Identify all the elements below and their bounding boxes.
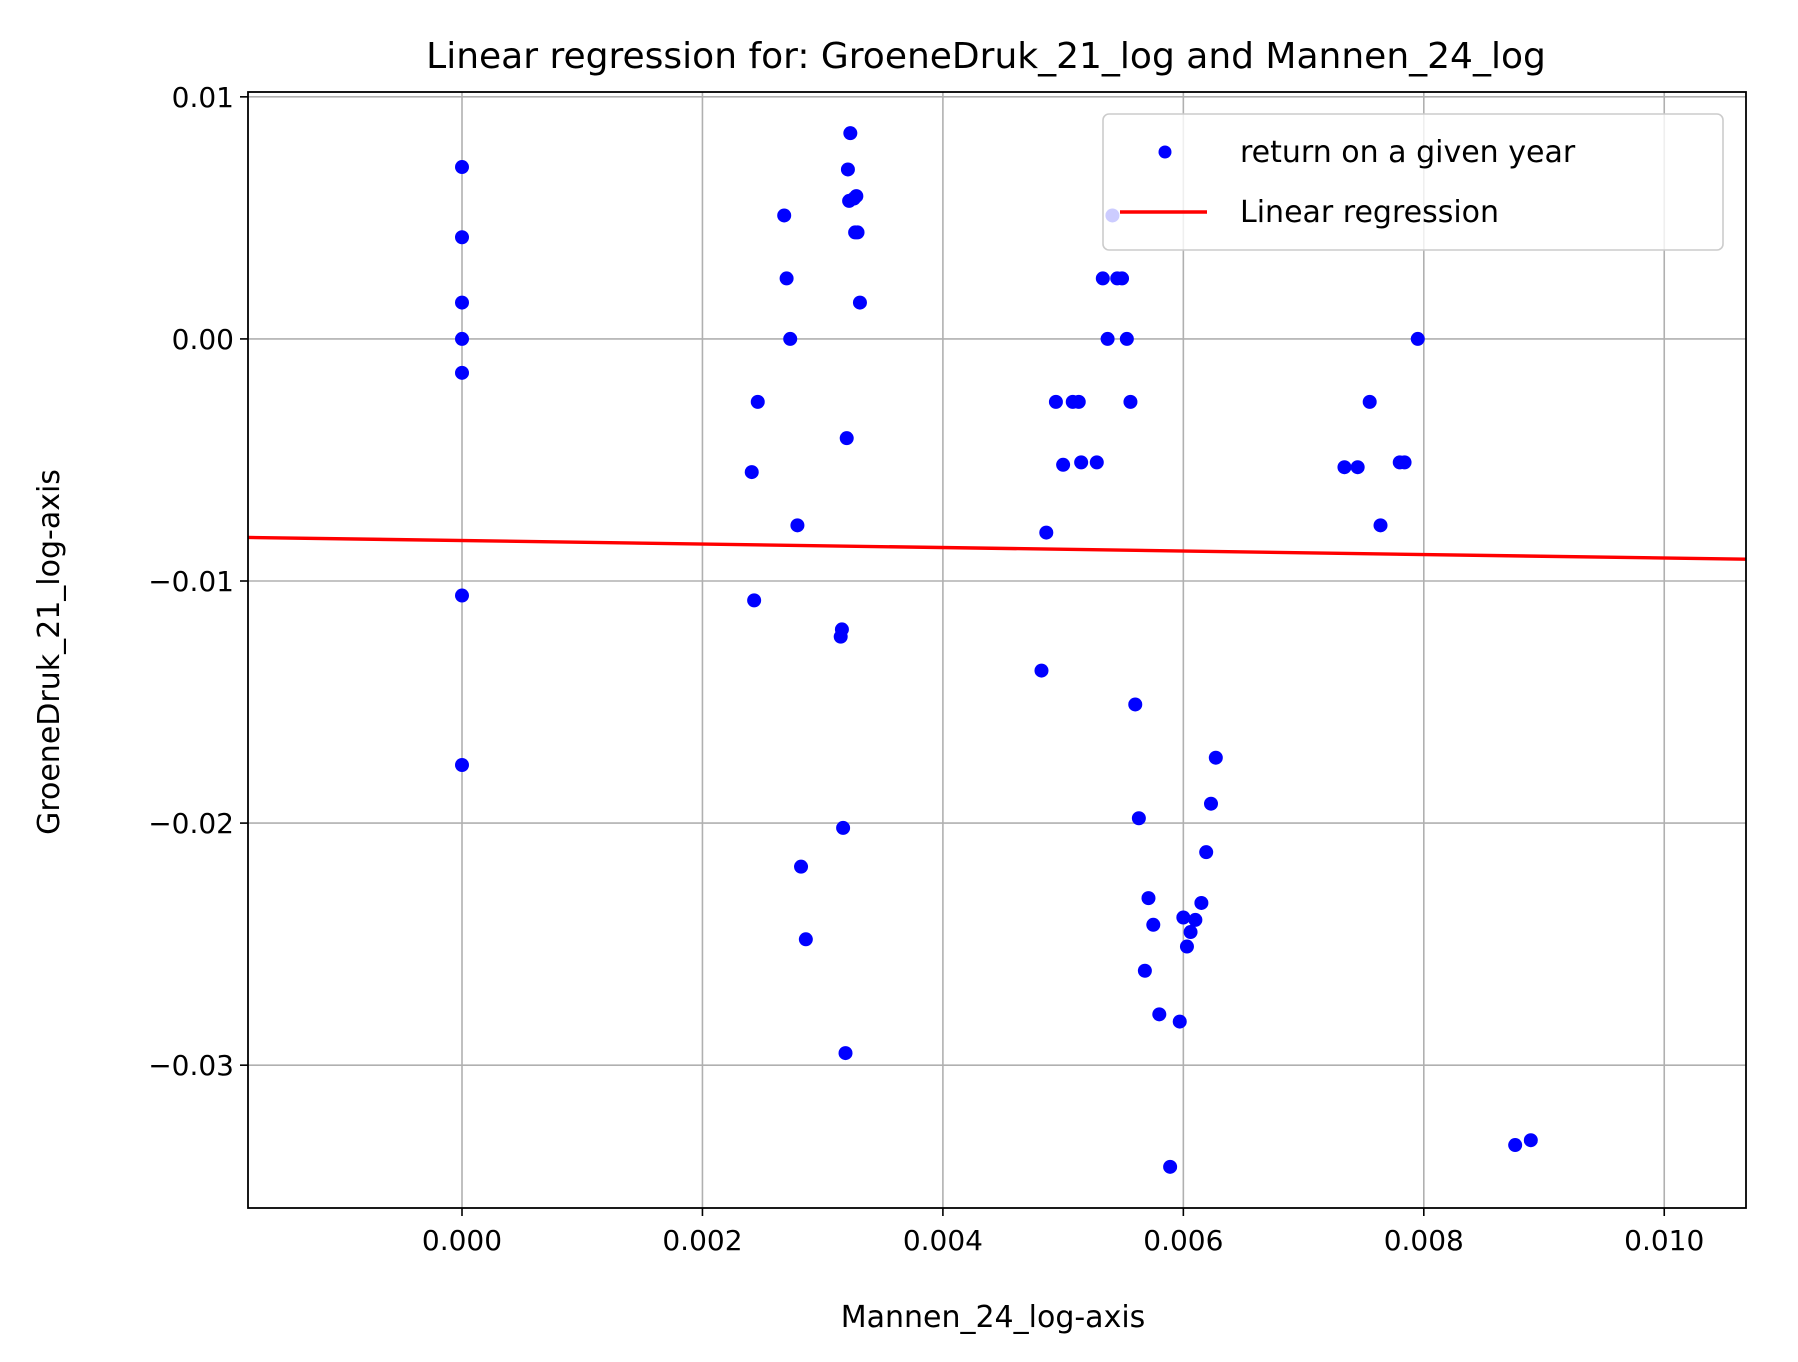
- scatter-point: [1089, 455, 1104, 470]
- y-tick-label: 0.00: [172, 323, 234, 356]
- scatter-point: [455, 295, 469, 310]
- grid-lines: [248, 92, 1746, 1208]
- x-tick-label: 0.002: [662, 1224, 742, 1257]
- scatter-point: [1034, 663, 1049, 678]
- legend: return on a given year Linear regression: [1102, 113, 1724, 251]
- scatter-point: [455, 365, 469, 380]
- scatter-point: [852, 295, 867, 310]
- chart-title: Linear regression for: GroeneDruk_21_log…: [426, 36, 1546, 77]
- scatter-point: [1397, 455, 1412, 470]
- scatter-point: [1176, 910, 1191, 925]
- y-axis-label: GroeneDruk_21_log-axis: [32, 469, 67, 835]
- scatter-point: [777, 208, 792, 223]
- scatter-point: [455, 160, 469, 175]
- scatter-point: [747, 593, 762, 608]
- scatter-point: [1141, 891, 1156, 906]
- scatter-point: [1362, 394, 1377, 409]
- x-tick-label: 0.004: [903, 1224, 983, 1257]
- scatter-point: [1095, 271, 1110, 286]
- scatter-point: [1071, 394, 1086, 409]
- scatter-point: [843, 126, 858, 141]
- scatter-point: [455, 757, 469, 772]
- scatter-point: [1204, 796, 1218, 811]
- scatter-point: [1056, 457, 1071, 472]
- scatter-point: [1337, 460, 1352, 475]
- scatter-point: [1508, 1138, 1523, 1153]
- x-tick-label: 0.000: [422, 1224, 502, 1257]
- scatter-point: [1152, 1007, 1167, 1022]
- scatter-point: [783, 331, 798, 346]
- regression-line: [247, 535, 1747, 561]
- scatter-point: [1199, 845, 1214, 860]
- scatter-point: [1074, 455, 1089, 470]
- scatter-point: [455, 588, 469, 603]
- scatter-point: [1172, 1014, 1187, 1029]
- scatter-point: [1123, 394, 1138, 409]
- scatter-point: [1039, 525, 1054, 540]
- scatter-point: [1163, 1159, 1178, 1174]
- scatter-point: [455, 331, 469, 346]
- scatter-point: [1373, 518, 1388, 533]
- scatter-point: [1179, 939, 1194, 954]
- scatter-point: [1183, 925, 1198, 940]
- legend-label-scatter: return on a given year: [1240, 135, 1576, 170]
- scatter-point: [1523, 1133, 1538, 1148]
- scatter-point: [1131, 811, 1146, 826]
- scatter-point: [1119, 331, 1134, 346]
- scatter-point: [834, 622, 849, 637]
- plot-frame: [247, 91, 1747, 1209]
- scatter-point: [1146, 917, 1161, 932]
- y-tick-label: −0.02: [148, 807, 234, 840]
- scatter-point: [794, 859, 809, 874]
- scatter-point: [1048, 394, 1063, 409]
- scatter-point: [744, 465, 759, 480]
- scatter-point: [1115, 271, 1130, 286]
- scatter-point: [1194, 895, 1209, 910]
- x-axis-ticks: 0.000 0.002 0.004 0.006 0.008 0.010: [422, 1208, 1704, 1257]
- scatter-point: [1128, 697, 1143, 712]
- scatter-point: [839, 431, 854, 446]
- x-tick-label: 0.006: [1143, 1224, 1223, 1257]
- y-tick-label: −0.01: [148, 565, 234, 598]
- scatter-point: [1410, 331, 1425, 346]
- y-tick-label: −0.03: [148, 1049, 234, 1082]
- scatter-point: [850, 225, 865, 240]
- scatter-point: [1208, 750, 1223, 765]
- legend-box: [1102, 113, 1724, 251]
- scatter-point: [455, 230, 469, 245]
- y-axis-ticks: 0.01 0.00 −0.01 −0.02 −0.03: [148, 81, 248, 1082]
- scatter-point: [779, 271, 794, 286]
- x-tick-label: 0.010: [1624, 1224, 1704, 1257]
- x-tick-label: 0.008: [1384, 1224, 1464, 1257]
- scatter-point: [790, 518, 805, 533]
- scatter-point: [838, 1046, 853, 1061]
- y-tick-label: 0.01: [172, 81, 234, 114]
- scatter-point: [1188, 912, 1203, 927]
- x-axis-label: Mannen_24_log-axis: [841, 1300, 1146, 1335]
- scatter-point: [1350, 460, 1365, 475]
- regression-layer: [247, 535, 1747, 561]
- scatter-point: [798, 932, 813, 947]
- scatter-point: [840, 162, 855, 177]
- scatter-point: [849, 189, 864, 204]
- legend-scatter-marker: [1158, 145, 1172, 159]
- scatter-layer: [455, 126, 1538, 1174]
- scatter-point: [1137, 963, 1152, 978]
- scatter-point: [750, 394, 765, 409]
- scatter-point: [836, 820, 851, 835]
- legend-label-regression: Linear regression: [1240, 195, 1499, 230]
- scatter-point: [1100, 331, 1115, 346]
